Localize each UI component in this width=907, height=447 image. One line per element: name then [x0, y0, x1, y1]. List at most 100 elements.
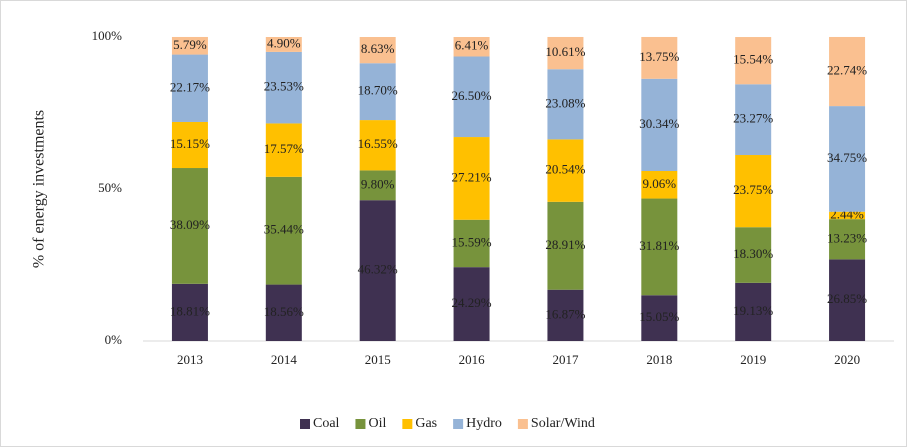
x-tick-label: 2014	[271, 352, 298, 367]
legend-label: Solar/Wind	[531, 416, 595, 431]
data-label: 23.27%	[733, 111, 773, 126]
y-tick-label: 50%	[98, 180, 122, 195]
data-label: 15.15%	[170, 136, 210, 151]
bar-segment	[453, 56, 490, 138]
bar-segment	[171, 54, 208, 122]
x-tick-label: 2016	[459, 352, 486, 367]
data-label: 16.87%	[545, 306, 585, 321]
data-label: 23.53%	[264, 79, 304, 94]
data-label: 26.50%	[452, 88, 492, 103]
data-label: 46.32%	[358, 262, 398, 277]
bar-segment	[735, 37, 772, 85]
bar-segment	[641, 295, 678, 341]
bar-segment	[265, 176, 302, 285]
bar-segment	[453, 267, 490, 341]
data-label: 20.54%	[545, 162, 585, 177]
y-axis-title: % of energy investments	[31, 110, 48, 268]
bar-segment	[641, 198, 678, 296]
data-label: 15.59%	[452, 234, 492, 249]
bar-segment	[359, 200, 396, 341]
bar-segment	[641, 78, 678, 172]
bar-segment	[265, 123, 302, 177]
x-tick-label: 2013	[177, 352, 203, 367]
data-label: 18.56%	[264, 304, 304, 319]
bar-segment	[359, 37, 396, 64]
bar-segment	[359, 170, 396, 201]
data-label: 9.06%	[643, 176, 677, 191]
data-label: 24.29%	[452, 295, 492, 310]
data-label: 31.81%	[639, 238, 679, 253]
x-tick-label: 2015	[365, 352, 391, 367]
data-label: 4.90%	[267, 35, 301, 50]
data-label: 15.54%	[733, 52, 773, 67]
bar-segment	[171, 36, 208, 55]
bar-segment	[265, 37, 302, 52]
bar-segment	[547, 36, 584, 70]
legend-label: Oil	[368, 416, 386, 431]
bar-segment	[735, 282, 772, 341]
legend-swatch	[402, 419, 413, 429]
bar-segment	[453, 137, 490, 220]
legend-label: Gas	[415, 416, 437, 431]
data-label: 8.63%	[361, 41, 395, 56]
data-label: 23.08%	[545, 95, 585, 110]
data-label: 13.75%	[639, 49, 679, 64]
data-label: 22.74%	[827, 63, 867, 78]
bar-segment	[735, 84, 772, 156]
data-label: 16.55%	[358, 136, 398, 151]
data-label: 19.13%	[733, 303, 773, 318]
bar-segment	[171, 121, 208, 169]
x-tick-label: 2017	[552, 352, 579, 367]
legend-swatch	[453, 419, 464, 429]
data-label: 18.70%	[358, 83, 398, 98]
bar-segment	[547, 201, 584, 290]
data-label: 5.79%	[173, 37, 207, 52]
bar-segment	[265, 51, 302, 124]
bar-segment	[453, 219, 490, 268]
data-label: 18.30%	[733, 246, 773, 261]
bar-segment	[829, 36, 866, 107]
data-label: 13.23%	[827, 230, 867, 245]
data-label: 15.05%	[639, 309, 679, 324]
data-label: 34.75%	[827, 150, 867, 165]
data-label: 10.61%	[545, 44, 585, 59]
bar-segment	[735, 227, 772, 283]
legend-label: Coal	[313, 416, 340, 431]
data-label: 22.17%	[170, 79, 210, 94]
data-label: 23.75%	[733, 182, 773, 197]
data-label: 26.85%	[827, 291, 867, 306]
bar-segment	[265, 284, 302, 341]
legend-swatch	[517, 419, 528, 429]
bar-segment	[547, 139, 584, 202]
bar-segment	[547, 289, 584, 341]
data-label: 9.80%	[361, 176, 395, 191]
bar-segment	[735, 155, 772, 228]
data-label: 30.34%	[639, 116, 679, 131]
x-tick-label: 2020	[834, 352, 860, 367]
legend-swatch	[355, 419, 366, 429]
bar-segment	[453, 37, 490, 57]
data-label: 28.91%	[545, 237, 585, 252]
bar-segment	[171, 168, 208, 284]
bar-segment	[641, 36, 678, 79]
bar-segment	[171, 283, 208, 341]
bar-segment	[359, 120, 396, 171]
bar-segment	[829, 219, 866, 260]
legend-label: Hydro	[466, 416, 502, 431]
data-label: 18.81%	[170, 303, 210, 318]
y-tick-label: 0%	[105, 332, 123, 347]
x-tick-label: 2018	[646, 352, 672, 367]
legend-swatch	[300, 419, 310, 429]
bar-segment	[829, 259, 866, 341]
bar-segment	[829, 211, 866, 220]
bar-segment	[547, 69, 584, 140]
data-label: 35.44%	[264, 222, 304, 237]
y-tick-label: 100%	[92, 28, 123, 43]
data-label: 17.57%	[264, 141, 304, 156]
bar-segment	[641, 171, 678, 199]
data-label: 38.09%	[170, 217, 210, 232]
data-label: 27.21%	[452, 169, 492, 184]
data-label: 6.41%	[455, 38, 489, 53]
